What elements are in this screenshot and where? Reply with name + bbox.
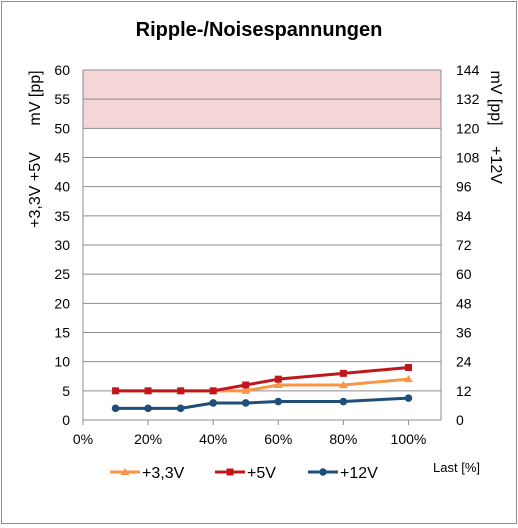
data-point — [339, 397, 348, 406]
legend-label-3v3: +3,3V — [142, 465, 185, 482]
data-point — [241, 399, 250, 407]
series-line — [115, 366, 409, 393]
data-point — [338, 381, 348, 388]
legend-item-3v3[interactable]: +3,3V — [110, 465, 185, 482]
data-point — [404, 394, 413, 402]
data-point — [274, 397, 283, 406]
y-left-tick-label: 30 — [54, 237, 70, 253]
y-left-tick-label: 35 — [54, 208, 70, 224]
x-axis-label: Last [%] — [433, 460, 480, 475]
y-right-tick-label: 60 — [456, 266, 472, 282]
y-left-tick-label: 50 — [54, 120, 70, 136]
y-right-tick-label: 132 — [456, 91, 480, 107]
y-right-tick-label: 24 — [456, 354, 472, 370]
y-right-tick-label: 0 — [456, 412, 464, 428]
y-left-tick-label: 40 — [54, 179, 70, 195]
data-point — [242, 381, 250, 389]
data-point — [339, 369, 347, 377]
legend-label-5v: +5V — [247, 465, 276, 482]
series-line — [115, 396, 409, 410]
legend-marker-square — [226, 468, 234, 476]
legend-marker-triangle — [120, 468, 130, 475]
y-right-tick-label: 48 — [456, 295, 472, 311]
chart-canvas: Ripple-/Noisespannungen 0 5 10 15 20 25 30 35 40… — [27, 19, 504, 482]
series-1 — [112, 364, 412, 395]
y-right-tick-label: 144 — [456, 62, 480, 78]
y-left-tick-label: 10 — [54, 354, 70, 370]
legend-item-5v[interactable]: +5V — [215, 465, 276, 482]
legend: +3,3V +5V +12V — [110, 465, 378, 482]
x-tick-label: 100% — [391, 431, 427, 447]
chart-title: Ripple-/Noisespannungen — [136, 19, 383, 41]
y-right-tick-label: 96 — [456, 179, 472, 195]
legend-marker-circle — [319, 468, 327, 476]
data-point — [241, 386, 251, 394]
data-point — [273, 381, 283, 388]
y-right-tick-label: 84 — [456, 208, 472, 224]
y-left-tick-label: 45 — [54, 150, 70, 166]
data-point — [176, 404, 185, 413]
y-right-tick-label: 72 — [456, 237, 472, 253]
series-2 — [111, 394, 413, 413]
data-point — [403, 375, 413, 383]
y-left-tick-label: 5 — [62, 383, 70, 399]
y-axis-right-label-unit: mV [pp] — [487, 70, 504, 125]
x-tick-label: 0% — [73, 431, 93, 447]
y-right-tick-label: 36 — [456, 325, 472, 341]
y-axis-right-label-series: +12V — [487, 146, 504, 184]
y-left-tick-label: 55 — [54, 91, 70, 107]
data-point — [111, 404, 120, 413]
legend-item-12v[interactable]: +12V — [308, 465, 378, 482]
y-left-tick-label: 0 — [62, 412, 70, 428]
x-tick-label: 60% — [264, 431, 292, 447]
data-point — [144, 404, 152, 413]
y-axis-left-label-unit: mV [pp] — [27, 70, 44, 125]
x-tick-label: 80% — [329, 431, 357, 447]
x-tick-label: 20% — [134, 431, 162, 447]
data-point — [144, 387, 152, 395]
data-point — [209, 399, 217, 407]
data-point — [177, 387, 185, 395]
y-left-tick-label: 25 — [54, 266, 70, 282]
legend-label-12v: +12V — [340, 465, 378, 482]
x-tick-label: 40% — [199, 431, 227, 447]
data-point — [209, 387, 217, 395]
y-left-tick-label: 20 — [54, 295, 70, 311]
y-axis-left-label-series: +3,3V +5V — [27, 152, 44, 228]
y-right-tick-label: 12 — [456, 383, 472, 399]
y-left-tick-label: 15 — [54, 325, 70, 341]
y-right-tick-label: 108 — [456, 150, 480, 166]
y-left-tick-label: 60 — [54, 62, 70, 78]
data-point — [112, 387, 120, 395]
y-right-tick-label: 120 — [456, 120, 480, 136]
data-point — [404, 364, 412, 371]
data-point — [274, 375, 282, 383]
